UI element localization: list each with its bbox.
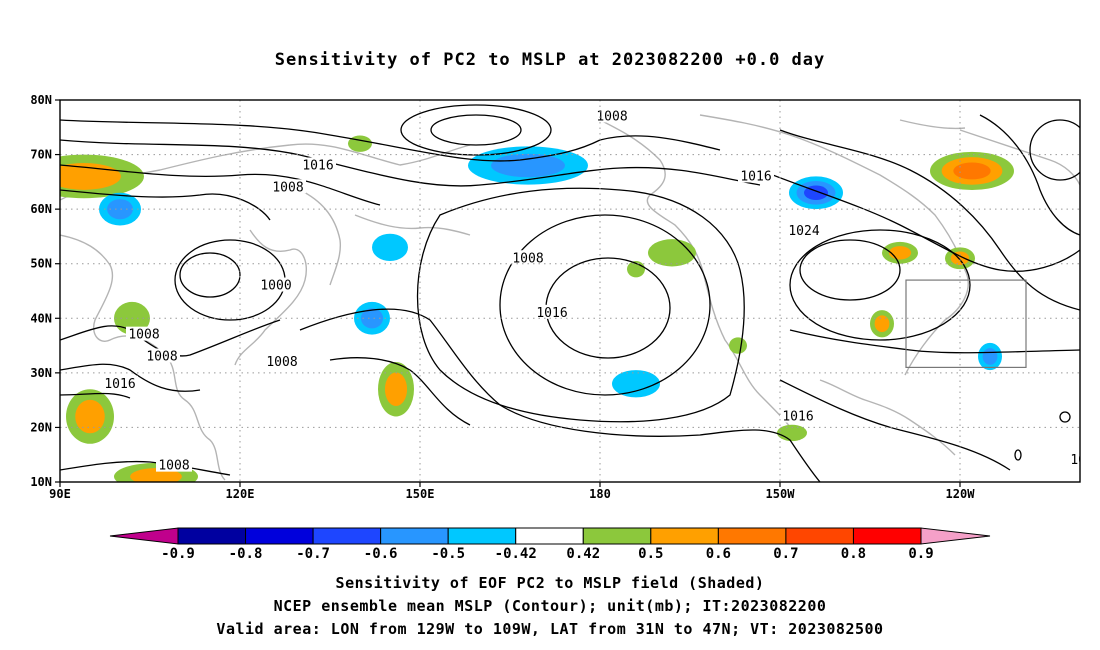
contour-label: 1016 xyxy=(300,157,336,173)
contour-label: 1008 xyxy=(510,250,546,266)
lat-tick-label: 10N xyxy=(30,475,52,489)
svg-text:1016: 1016 xyxy=(740,169,771,184)
contour-label: 1016 xyxy=(738,168,774,184)
sensitivity-blob xyxy=(384,372,408,407)
colorbar-label: -0.7 xyxy=(296,546,330,562)
sensitivity-blob xyxy=(612,370,660,398)
colorbar-bin xyxy=(447,527,517,545)
svg-text:1000: 1000 xyxy=(260,279,291,294)
colorbar: -0.9 -0.8 -0.7 -0.6 -0.5 -0.42 0.42 0.5 0.6 0.7 0.… xyxy=(109,527,991,562)
sensitivity-blob xyxy=(874,315,890,333)
colorbar-bin xyxy=(245,527,314,545)
contour-label: 1008 xyxy=(594,108,630,124)
lon-tick-label: 150E xyxy=(406,487,435,501)
lat-tick-label: 20N xyxy=(30,420,52,434)
colorbar-bin xyxy=(650,527,719,545)
svg-text:1008: 1008 xyxy=(596,109,627,124)
sensitivity-blob xyxy=(648,239,696,267)
contour-label: 1008 xyxy=(156,457,192,474)
map-figure: 1008100010161008101610161000102410081008… xyxy=(30,93,1100,562)
colorbar-bin xyxy=(515,527,584,545)
svg-text:1008: 1008 xyxy=(266,355,297,370)
lon-tick-label: 90E xyxy=(49,487,71,501)
contour-label: 1016 xyxy=(102,375,138,392)
svg-text:1016: 1016 xyxy=(104,377,135,392)
contour-label: 1016 xyxy=(1080,338,1100,354)
contour-label: 1008 xyxy=(126,326,162,343)
lat-tick-label: 30N xyxy=(30,366,52,380)
lat-tick-label: 50N xyxy=(30,257,52,271)
valid-area-box xyxy=(905,279,1027,369)
colorbar-label: 0.42 xyxy=(566,546,600,562)
lat-tick-label: 70N xyxy=(30,148,52,162)
colorbar-bin xyxy=(177,527,247,545)
lat-tick-label: 60N xyxy=(30,202,52,216)
sensitivity-blob xyxy=(75,399,105,434)
colorbar-label: 0.8 xyxy=(841,546,866,562)
caption-valid-area: Valid area: LON from 129W to 109W, LAT f… xyxy=(216,620,884,638)
sensitivity-blob xyxy=(107,199,133,220)
svg-text:1016: 1016 xyxy=(302,158,333,173)
lon-tick-label: 180 xyxy=(589,487,611,501)
colorbar-label: -0.9 xyxy=(161,546,195,562)
colorbar-bin xyxy=(582,527,652,545)
colorbar-bin xyxy=(312,527,382,545)
sensitivity-blob xyxy=(360,308,384,329)
svg-text:1016: 1016 xyxy=(1082,339,1100,354)
colorbar-label: 0.7 xyxy=(773,546,798,562)
contour-label: 1008 xyxy=(264,353,300,370)
colorbar-bin xyxy=(380,527,449,545)
svg-text:1016: 1016 xyxy=(536,306,567,321)
lon-tick-label: 150W xyxy=(766,487,796,501)
sensitivity-blob xyxy=(491,153,565,178)
map-frame xyxy=(59,99,1081,483)
colorbar-bin xyxy=(852,527,922,545)
colorbar-label: -0.5 xyxy=(431,546,465,562)
contour-label: 1016 xyxy=(780,408,816,425)
lon-tick-label: 120W xyxy=(946,487,976,501)
contour-label: 1008 xyxy=(270,179,306,195)
colorbar-label: -0.42 xyxy=(495,546,537,562)
contour-label: 1000 xyxy=(258,277,294,294)
lat-tick-label: 80N xyxy=(30,93,52,107)
colorbar-bin xyxy=(717,527,787,545)
sensitivity-blob xyxy=(888,246,912,260)
contour-label: 1016 xyxy=(534,304,570,321)
colorbar-under-triangle xyxy=(109,527,179,545)
svg-text:1008: 1008 xyxy=(158,459,189,474)
colorbar-bin xyxy=(785,527,854,545)
sensitivity-blob xyxy=(729,337,747,354)
colorbar-label: -0.6 xyxy=(364,546,398,562)
contour-label: 1008 xyxy=(1068,452,1100,468)
sensitivity-blob xyxy=(348,135,372,152)
svg-text:1008: 1008 xyxy=(1070,453,1100,468)
colorbar-label: 0.5 xyxy=(638,546,663,562)
colorbar-label: 0.9 xyxy=(908,546,933,562)
lon-tick-label: 120E xyxy=(226,487,255,501)
sensitivity-blob xyxy=(953,162,991,180)
svg-text:1008: 1008 xyxy=(128,328,159,343)
svg-text:1008: 1008 xyxy=(146,349,177,364)
contour-label: 1024 xyxy=(786,222,822,239)
sensitivity-shading xyxy=(60,135,1014,482)
caption-contour: NCEP ensemble mean MSLP (Contour); unit(… xyxy=(273,597,827,615)
svg-text:1024: 1024 xyxy=(788,224,819,239)
svg-text:1016: 1016 xyxy=(782,410,813,425)
svg-text:1008: 1008 xyxy=(512,251,543,266)
contour-label: 1008 xyxy=(144,348,180,364)
lat-tick-label: 40N xyxy=(30,311,52,325)
chart-title: Sensitivity of PC2 to MSLP at 2023082200… xyxy=(274,50,826,70)
colorbar-over-triangle xyxy=(920,527,991,545)
colorbar-label: -0.8 xyxy=(229,546,263,562)
colorbar-label: 0.6 xyxy=(706,546,731,562)
svg-text:1008: 1008 xyxy=(272,180,303,195)
caption-shaded: Sensitivity of EOF PC2 to MSLP field (Sh… xyxy=(335,574,765,592)
sensitivity-blob xyxy=(372,233,408,261)
sensitivity-blob xyxy=(982,348,998,365)
